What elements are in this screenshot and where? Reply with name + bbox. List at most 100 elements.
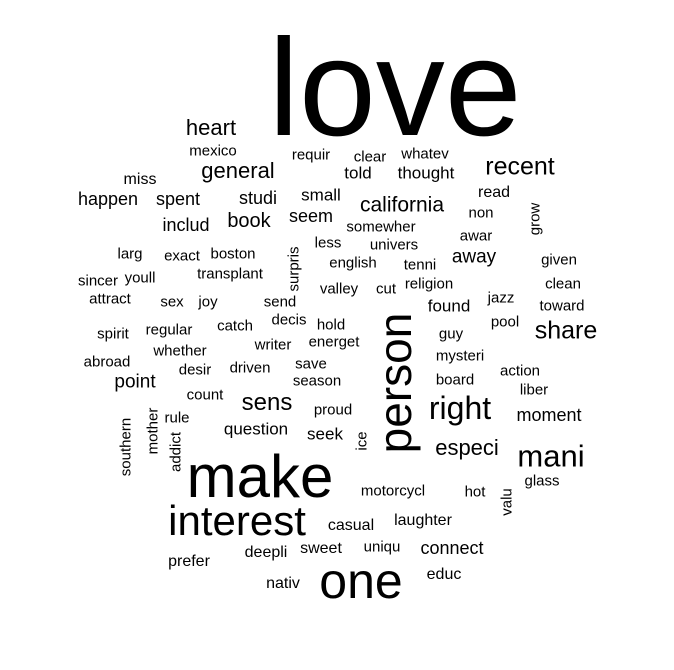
word-cloud-term: clear <box>353 148 387 166</box>
word-cloud-term: jazz <box>487 289 515 307</box>
word-cloud-term: nativ <box>266 575 300 592</box>
word-cloud-term: liber <box>519 381 549 399</box>
word-cloud-term: make <box>186 443 334 510</box>
word-cloud-term: univers <box>369 236 419 254</box>
word-cloud-term: valley <box>319 280 359 298</box>
word-cloud-term: seek <box>307 424 343 444</box>
word-cloud-term: larg <box>117 245 143 263</box>
word-cloud-term: thought <box>397 163 455 183</box>
word-cloud-term: motorcycl <box>360 482 426 500</box>
word-cloud-term: mexico <box>189 142 237 160</box>
word-cloud-term: pool <box>490 313 520 331</box>
word-cloud-term: spirit <box>97 325 129 343</box>
word-cloud-term: non <box>468 204 494 222</box>
word-cloud-term: regular <box>145 321 193 339</box>
word-cloud-term: uniqu <box>363 538 401 556</box>
word-cloud-term: hot <box>464 483 486 501</box>
word-cloud-term: glass <box>524 472 560 490</box>
word-cloud-term: valu <box>498 488 516 516</box>
word-cloud-term: share <box>534 316 598 345</box>
word-cloud-term: driven <box>229 359 271 377</box>
word-cloud-term: transplant <box>197 265 263 283</box>
word-cloud-term: writer <box>254 336 292 354</box>
word-cloud-term: hold <box>316 316 346 334</box>
word-cloud-term: mother <box>144 407 162 455</box>
word-cloud-term: english <box>329 254 377 272</box>
word-cloud-term: clean <box>545 275 581 293</box>
word-cloud-term: small <box>301 185 341 205</box>
word-cloud-term: especi <box>435 435 499 460</box>
word-cloud-term: awar <box>459 227 493 245</box>
word-cloud-term: miss <box>123 171 157 188</box>
word-cloud-term: youll <box>124 269 156 287</box>
word-cloud-term: seem <box>288 206 334 226</box>
word-cloud-term: somewher <box>346 218 416 236</box>
word-cloud-term: mysteri <box>435 347 485 365</box>
word-cloud-term: ice <box>353 431 371 451</box>
word-cloud-term: sex <box>160 293 184 311</box>
word-cloud-term: recent <box>485 152 555 181</box>
word-cloud-term: happen <box>77 189 139 209</box>
word-cloud-term: right <box>428 390 492 426</box>
word-cloud-term: boston <box>210 245 256 263</box>
word-cloud-term: given <box>541 251 577 269</box>
word-cloud-term: guy <box>438 325 464 343</box>
word-cloud-term: general <box>201 158 275 183</box>
word-cloud-term: casual <box>327 517 375 534</box>
word-cloud-term: interest <box>168 497 306 544</box>
word-cloud-term: heart <box>185 115 237 140</box>
word-cloud-term: grow <box>526 202 544 236</box>
word-cloud-term: book <box>227 210 271 232</box>
word-cloud-term: exact <box>164 247 200 265</box>
word-cloud-term: california <box>359 193 445 217</box>
word-cloud-term: question <box>223 419 289 439</box>
word-cloud-term: studi <box>238 188 278 208</box>
word-cloud-term: proud <box>313 401 353 419</box>
word-cloud-term: found <box>427 296 471 316</box>
word-cloud-term: spent <box>155 189 201 209</box>
word-cloud-term: educ <box>426 566 462 583</box>
word-cloud-term: sweet <box>300 540 342 557</box>
word-cloud-term: attract <box>89 290 131 308</box>
word-cloud-term: catch <box>217 317 253 335</box>
word-cloud-term: one <box>319 553 403 609</box>
word-cloud-term: count <box>186 386 224 404</box>
word-cloud-term: point <box>114 371 156 393</box>
word-cloud-term: includ <box>162 215 210 235</box>
word-cloud-term: tenni <box>403 256 437 274</box>
word-cloud-term: board <box>435 371 475 389</box>
word-cloud-term: sens <box>241 389 293 416</box>
word-cloud-term: laughter <box>394 512 452 529</box>
word-cloud-term: moment <box>516 405 582 425</box>
word-cloud-term: surpris <box>285 246 303 292</box>
word-cloud-term: addict <box>167 431 185 473</box>
word-cloud-term: send <box>263 293 297 311</box>
word-cloud-term: desir <box>178 361 212 379</box>
word-cloud-term: whether <box>153 342 207 360</box>
word-cloud-term: connect <box>420 538 484 558</box>
word-cloud-term: energet <box>308 333 360 351</box>
word-cloud-term: less <box>314 234 342 252</box>
word-cloud-term: requir <box>291 146 331 164</box>
word-cloud-term: sincer <box>77 272 119 290</box>
word-cloud-term: deepli <box>244 544 288 561</box>
word-cloud-term: abroad <box>83 353 131 371</box>
word-cloud-term: southern <box>117 417 135 477</box>
word-cloud-term: person <box>369 312 421 454</box>
word-cloud-term: religion <box>404 275 454 293</box>
word-cloud-term: cut <box>375 280 397 298</box>
word-cloud-term: read <box>477 184 511 201</box>
word-cloud-term: decis <box>271 311 307 329</box>
word-cloud-term: action <box>499 362 541 380</box>
word-cloud-term: love <box>268 11 522 165</box>
word-cloud-term: toward <box>539 297 585 315</box>
word-cloud-term: season <box>292 372 342 390</box>
word-cloud-term: whatev <box>401 145 449 163</box>
word-cloud-term: save <box>295 355 327 373</box>
word-cloud-term: prefer <box>168 553 210 570</box>
word-cloud-term: away <box>451 246 497 268</box>
word-cloud-term: told <box>344 163 372 183</box>
word-cloud-term: mani <box>517 438 585 474</box>
word-cloud-term: joy <box>198 293 218 311</box>
